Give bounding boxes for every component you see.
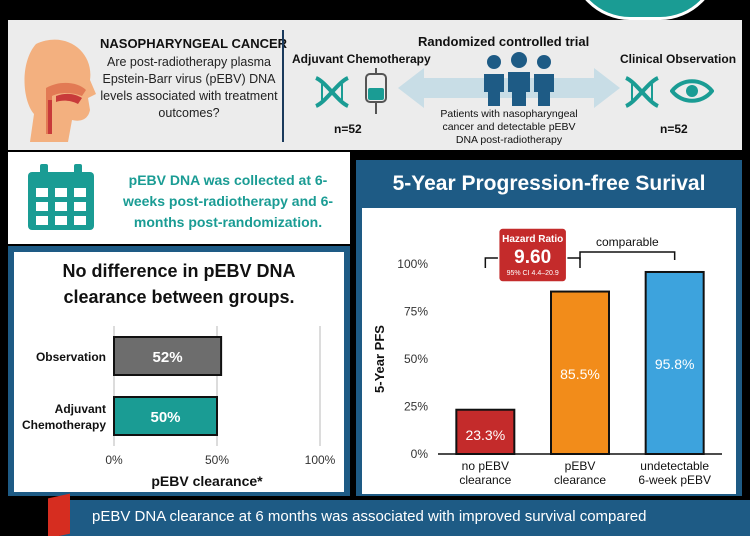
- head-anatomy-icon: [24, 39, 96, 143]
- dna-icon: [315, 76, 349, 108]
- clearance-bar: [113, 396, 218, 436]
- bottom-text: pEBV DNA clearance at 6 months was assoc…: [92, 508, 647, 525]
- ribbon-icon: [48, 493, 70, 536]
- pfs-category-label: no pEBV: [462, 459, 509, 473]
- iv-bag-icon: [365, 68, 387, 114]
- pfs-bar-label: 23.3%: [465, 427, 505, 443]
- clearance-bar: [113, 336, 223, 376]
- pfs-bar: [644, 270, 705, 456]
- schedule-text: pEBV DNA was collected at 6-weeks post-r…: [122, 172, 334, 230]
- pfs-y-tick: 25%: [404, 400, 428, 414]
- pfs-category-label: clearance: [554, 473, 606, 487]
- clearance-category-label: Adjuvant: [55, 402, 106, 416]
- bottom-banner: [60, 500, 750, 536]
- comparable-bracket: [579, 251, 676, 260]
- clearance-category-label: Chemotherapy: [22, 418, 106, 432]
- right-arm-label: Clinical Observation: [620, 52, 737, 66]
- left-arm-label: Adjuvant Chemotherapy: [292, 52, 431, 66]
- clearance-category-label: Observation: [36, 350, 106, 364]
- pfs-category-label: undetectable: [640, 459, 709, 473]
- right-arm-n: n=52: [660, 122, 688, 136]
- pfs-category-label: pEBV: [565, 459, 596, 473]
- header-divider: [282, 30, 284, 142]
- pfs-category-label: clearance: [459, 473, 511, 487]
- clearance-chart: 0% 50% 100% 52% Observation 50% Adjuvant Chemot…: [22, 326, 336, 489]
- hazard-ratio-label: Hazard Ratio: [502, 234, 563, 245]
- pfs-y-label: 5-Year PFS: [372, 325, 387, 393]
- pfs-category-label: 6-week pEBV: [638, 473, 711, 487]
- clearance-bar-label: 50%: [150, 409, 180, 426]
- hazard-ratio-ci: 95% CI 4.4–20.9: [507, 270, 559, 277]
- pfs-bar: [550, 290, 610, 455]
- patients-description: Patients with nasopharyngeal cancer and …: [440, 108, 578, 146]
- clearance-x-tick: 50%: [205, 453, 229, 467]
- header-title: NASOPHARYNGEAL CANCER: [100, 36, 288, 51]
- pfs-title: 5-Year Progression-free Surival: [392, 172, 706, 195]
- pfs-y-tick: 50%: [404, 352, 428, 366]
- clearance-bar-label: 52%: [153, 349, 183, 366]
- left-arm-n: n=52: [334, 122, 362, 136]
- eye-icon: [670, 79, 714, 103]
- pfs-y-tick: 100%: [397, 257, 428, 271]
- pfs-y-tick: 75%: [404, 305, 428, 319]
- hazard-ratio-box: [497, 227, 568, 283]
- hazard-ratio-value: 9.60: [514, 247, 551, 268]
- top-strip: [0, 0, 750, 18]
- dna-icon-right: [625, 76, 659, 108]
- clearance-x-label: pEBV clearance*: [151, 473, 263, 489]
- pfs-bar-label: 85.5%: [560, 366, 600, 382]
- clearance-x-tick: 0%: [105, 453, 123, 467]
- pfs-bar-label: 95.8%: [655, 356, 695, 372]
- pfs-y-tick: 0%: [411, 447, 429, 461]
- clearance-x-tick: 100%: [305, 453, 336, 467]
- comparable-label: comparable: [596, 235, 659, 249]
- pfs-bar: [455, 408, 516, 455]
- header-question: Are post-radiotherapy plasma Epstein-Bar…: [100, 55, 278, 120]
- patients-icon: [484, 52, 554, 106]
- clearance-title: No difference in pEBV DNA clearance betw…: [62, 261, 296, 307]
- rct-title: Randomized controlled trial: [418, 34, 590, 49]
- calendar-icon: [28, 164, 94, 230]
